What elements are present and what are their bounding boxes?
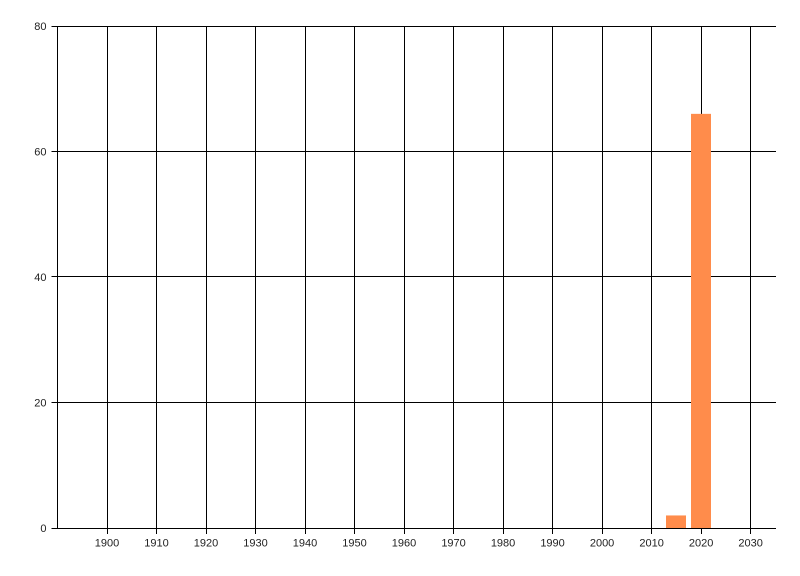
svg-text:1960: 1960 bbox=[392, 538, 416, 550]
svg-text:1950: 1950 bbox=[342, 538, 366, 550]
svg-text:2000: 2000 bbox=[590, 538, 614, 550]
svg-text:1990: 1990 bbox=[540, 538, 564, 550]
svg-text:1930: 1930 bbox=[243, 538, 267, 550]
svg-text:80: 80 bbox=[34, 21, 46, 33]
svg-text:1970: 1970 bbox=[441, 538, 465, 550]
svg-text:1900: 1900 bbox=[95, 538, 119, 550]
svg-text:1920: 1920 bbox=[194, 538, 218, 550]
svg-text:1980: 1980 bbox=[491, 538, 515, 550]
svg-text:2010: 2010 bbox=[639, 538, 663, 550]
svg-text:2020: 2020 bbox=[689, 538, 713, 550]
svg-text:20: 20 bbox=[34, 398, 46, 410]
svg-text:2030: 2030 bbox=[738, 538, 762, 550]
svg-text:40: 40 bbox=[34, 272, 46, 284]
svg-text:60: 60 bbox=[34, 147, 46, 159]
svg-text:1940: 1940 bbox=[293, 538, 317, 550]
svg-text:1910: 1910 bbox=[144, 538, 168, 550]
svg-text:0: 0 bbox=[40, 523, 46, 535]
